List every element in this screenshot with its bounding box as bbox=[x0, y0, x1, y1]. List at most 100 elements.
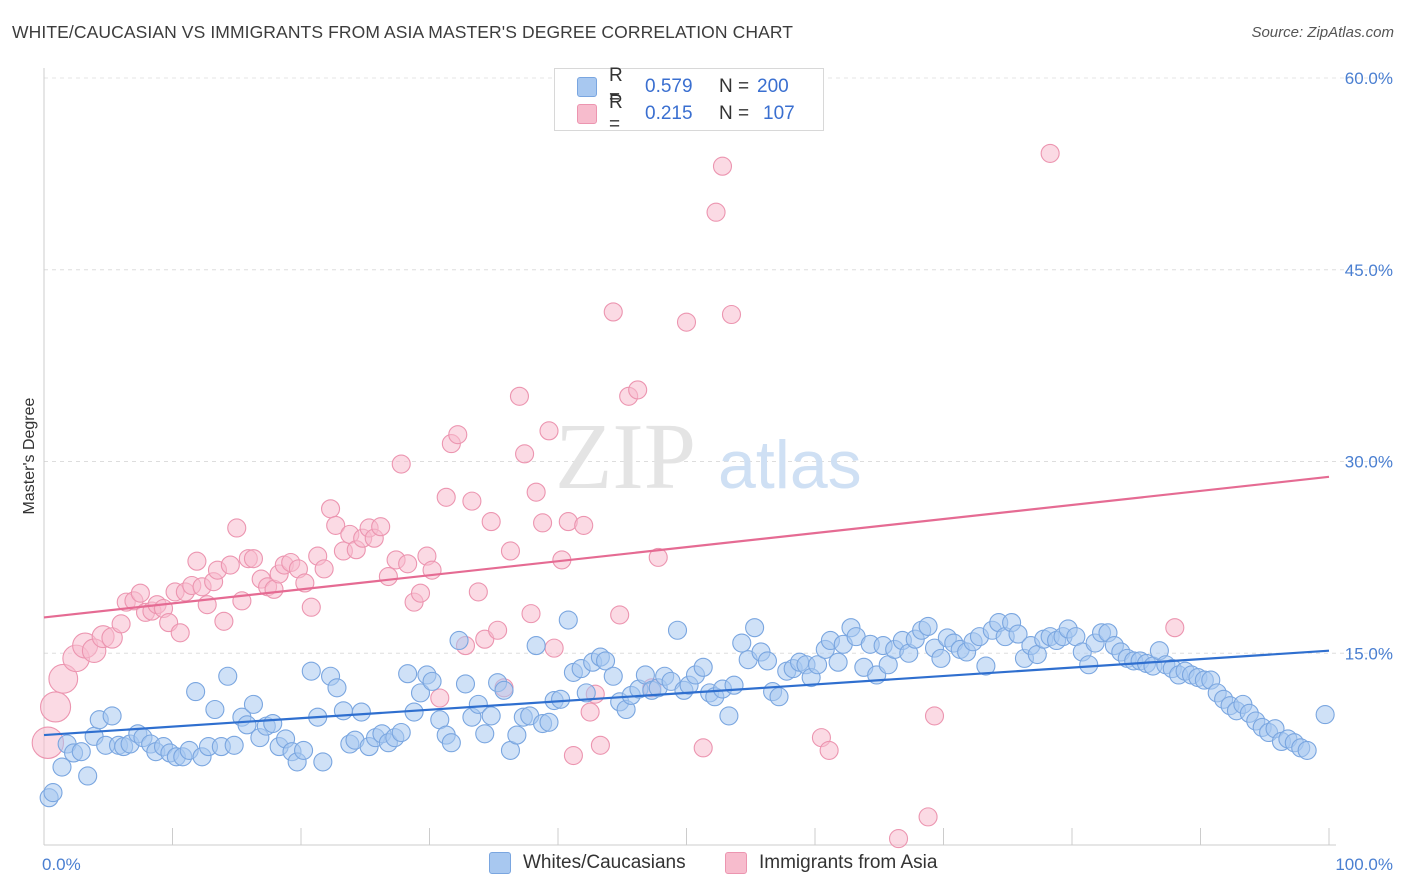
bottom-legend-swatch-pink bbox=[725, 852, 747, 874]
blue-point bbox=[732, 633, 752, 653]
pink-point bbox=[111, 614, 131, 634]
pink-point bbox=[526, 482, 546, 502]
trend-line-asia bbox=[43, 475, 1330, 619]
blue-point bbox=[475, 724, 495, 744]
pink-point bbox=[326, 515, 346, 535]
pink-point bbox=[819, 740, 839, 760]
blue-point bbox=[327, 678, 347, 698]
pink-point bbox=[500, 541, 521, 561]
pink-point bbox=[430, 688, 450, 708]
y-tick-label: 15.0% bbox=[1345, 644, 1393, 663]
pink-point bbox=[321, 499, 341, 519]
blue-point bbox=[224, 735, 244, 755]
pink-point bbox=[170, 623, 190, 643]
blue-point bbox=[43, 783, 63, 803]
blue-point bbox=[468, 694, 488, 714]
bottom-legend: Whites/Caucasians Immigrants from Asia bbox=[0, 852, 1406, 876]
blue-point bbox=[539, 712, 559, 732]
blue-point bbox=[481, 706, 501, 726]
blue-point bbox=[931, 648, 951, 668]
pink-point bbox=[563, 745, 583, 766]
bottom-legend-whites[interactable]: Whites/Caucasians bbox=[489, 852, 686, 874]
pink-point bbox=[214, 611, 234, 631]
pink-point bbox=[468, 582, 488, 602]
blue-point bbox=[449, 630, 469, 651]
pink-point bbox=[448, 425, 468, 445]
pink-point bbox=[693, 738, 713, 758]
x-axis-ticks bbox=[43, 828, 1330, 845]
pink-point bbox=[101, 627, 123, 649]
bottom-legend-label-asia: Immigrants from Asia bbox=[759, 852, 938, 873]
pink-point bbox=[462, 491, 482, 511]
series-whites-caucasians bbox=[39, 610, 1335, 808]
blue-point bbox=[243, 694, 264, 714]
pink-point bbox=[1040, 143, 1060, 163]
blue-point bbox=[1079, 655, 1099, 675]
pink-point bbox=[706, 202, 726, 222]
trend-line-whites bbox=[43, 649, 1330, 737]
blue-point bbox=[52, 757, 72, 777]
y-axis-label: Master's Degree bbox=[21, 397, 38, 514]
blue-point bbox=[1008, 624, 1028, 644]
pink-point bbox=[712, 156, 733, 176]
pink-point bbox=[590, 735, 610, 755]
x-axis-tick-labels: 0.0% 100.0% bbox=[42, 855, 1393, 874]
blue-point bbox=[71, 742, 91, 762]
blue-point bbox=[719, 706, 739, 726]
blue-point bbox=[551, 689, 571, 709]
legend-n-label: N = bbox=[719, 76, 750, 97]
pink-point bbox=[481, 512, 501, 532]
bottom-legend-swatch-blue bbox=[489, 852, 511, 874]
pink-point bbox=[918, 807, 938, 827]
pink-point bbox=[410, 583, 431, 603]
blue-point bbox=[301, 661, 321, 681]
blue-point bbox=[313, 752, 333, 772]
blue-point bbox=[769, 687, 789, 707]
blue-point bbox=[391, 722, 411, 743]
blue-point bbox=[218, 666, 238, 686]
bottom-legend-asia[interactable]: Immigrants from Asia bbox=[725, 852, 937, 874]
pink-point bbox=[1165, 618, 1185, 638]
y-axis-tick-labels: 15.0% 30.0% 45.0% 60.0% bbox=[1345, 69, 1393, 663]
blue-point bbox=[102, 706, 122, 726]
blue-point bbox=[186, 682, 206, 702]
pink-point bbox=[509, 386, 530, 406]
pink-point bbox=[533, 513, 553, 533]
legend-n-value: 200 bbox=[757, 76, 789, 97]
blue-point bbox=[558, 610, 578, 630]
pink-point bbox=[314, 559, 334, 579]
pink-point bbox=[676, 312, 697, 332]
pink-point bbox=[436, 487, 456, 507]
blue-point bbox=[808, 655, 828, 675]
blue-point bbox=[455, 674, 476, 694]
pink-point bbox=[924, 706, 945, 726]
x-tick-label: 100.0% bbox=[1335, 855, 1393, 874]
trend-lines bbox=[43, 475, 1330, 737]
pink-point bbox=[378, 566, 398, 587]
pink-point bbox=[391, 454, 411, 474]
blue-point bbox=[351, 702, 371, 722]
blue-point bbox=[410, 683, 431, 703]
blue-point bbox=[757, 651, 778, 671]
blue-point bbox=[263, 714, 283, 734]
pink-point bbox=[488, 620, 508, 640]
y-tick-label: 30.0% bbox=[1345, 453, 1393, 472]
pink-point bbox=[48, 663, 79, 694]
pink-point bbox=[243, 549, 264, 569]
pink-point bbox=[187, 551, 207, 571]
pink-point bbox=[227, 518, 247, 538]
blue-point bbox=[333, 701, 353, 721]
pink-point bbox=[371, 517, 391, 537]
blue-point bbox=[398, 664, 418, 684]
blue-point bbox=[205, 699, 225, 720]
legend-n-label: N = bbox=[719, 103, 750, 124]
watermark-zip: ZIP bbox=[555, 405, 696, 509]
legend-r-label: R = bbox=[609, 65, 623, 108]
pink-point bbox=[40, 691, 72, 723]
legend-r-label: R = bbox=[609, 92, 623, 135]
blue-point bbox=[526, 636, 546, 656]
pink-point bbox=[603, 302, 623, 322]
pink-point bbox=[628, 380, 648, 400]
blue-point bbox=[918, 616, 938, 636]
